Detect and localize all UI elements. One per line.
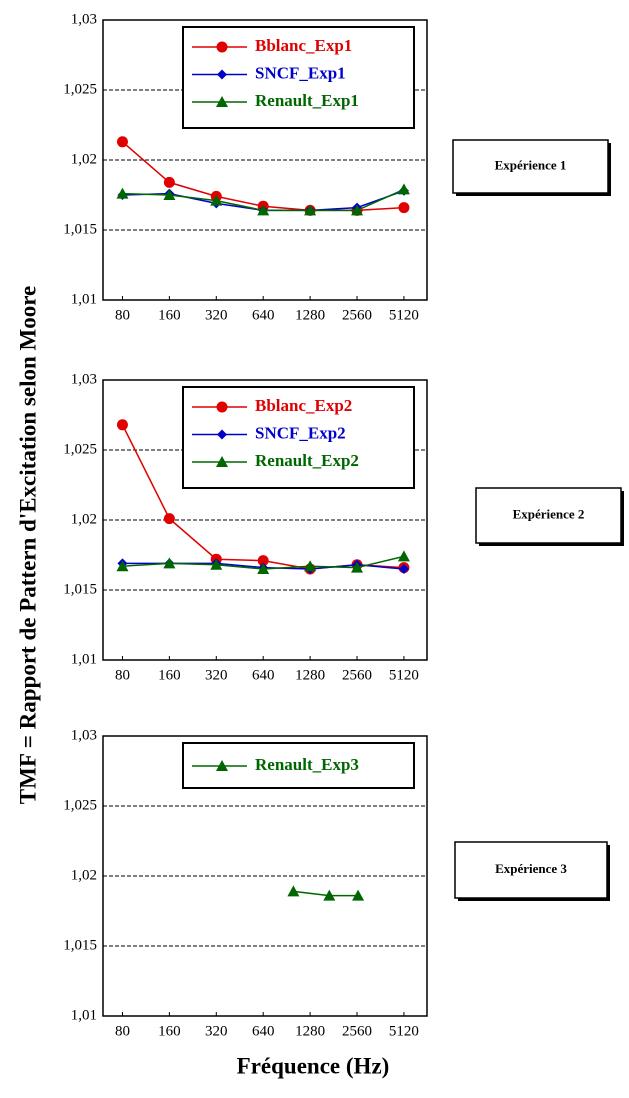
data-point: [116, 419, 128, 431]
data-point: [116, 560, 129, 572]
data-point: [397, 183, 410, 195]
legend-label: Renault_Exp1: [255, 91, 359, 110]
data-point: [163, 176, 175, 188]
data-point: [210, 194, 223, 206]
x-tick-label: 160: [158, 667, 181, 683]
plot-frame: [102, 379, 428, 661]
data-point: [398, 564, 409, 574]
legend-marker: [217, 69, 227, 80]
y-tick-label: 1,025: [63, 81, 97, 97]
x-tick-label: 640: [252, 307, 275, 323]
y-tick-label: 1,015: [63, 581, 97, 597]
x-tick-label: 5120: [389, 667, 419, 683]
data-point: [163, 513, 175, 525]
y-tick-label: 1,02: [71, 867, 97, 883]
y-tick-label: 1,03: [71, 11, 97, 27]
data-point: [397, 550, 410, 562]
annotation: Expérience 1: [495, 157, 567, 172]
x-tick-label: 80: [115, 307, 130, 323]
y-tick-label: 1,025: [63, 797, 97, 813]
y-tick-label: 1,03: [71, 371, 97, 387]
x-tick-label: 80: [115, 1023, 130, 1039]
legend-label: SNCF_Exp1: [255, 63, 346, 82]
series-line: [293, 890, 359, 897]
legend-marker: [216, 456, 228, 467]
annotation-box: [475, 487, 622, 544]
legend-marker: [216, 401, 228, 413]
x-tick-label: 2560: [342, 307, 372, 323]
x-tick-label: 160: [158, 1023, 181, 1039]
y-tick-label: 1,01: [71, 291, 97, 307]
legend-label: Renault_Exp2: [255, 451, 359, 470]
data-point: [257, 555, 269, 567]
annotation: Expérience 3: [495, 861, 567, 876]
x-tick-label: 320: [205, 1023, 228, 1039]
x-axis-label: Fréquence (Hz): [237, 1053, 390, 1078]
data-point: [304, 204, 317, 216]
x-tick-label: 2560: [342, 667, 372, 683]
legend-label: Bblanc_Exp2: [255, 396, 352, 415]
x-tick-label: 5120: [389, 1023, 419, 1039]
x-tick-label: 320: [205, 667, 228, 683]
data-point: [257, 204, 270, 216]
y-tick-label: 1,02: [71, 511, 97, 527]
y-axis-label: TMF = Rapport de Pattern d'Excitation se…: [15, 286, 40, 804]
data-point: [257, 563, 270, 574]
legend-label: SNCF_Exp2: [255, 423, 346, 442]
data-point: [287, 885, 300, 897]
x-tick-label: 1280: [295, 667, 325, 683]
x-tick-label: 1280: [295, 1023, 325, 1039]
series-line: [121, 141, 404, 212]
legend-marker: [217, 429, 227, 440]
data-point: [323, 889, 336, 901]
x-tick-label: 5120: [389, 307, 419, 323]
plot-frame: [102, 735, 428, 1017]
annotation: Expérience 2: [513, 506, 585, 521]
y-tick-label: 1,02: [71, 151, 97, 167]
x-tick-label: 80: [115, 667, 130, 683]
data-point: [351, 561, 364, 573]
data-point: [116, 187, 129, 199]
data-point: [398, 202, 410, 214]
legend-label: Renault_Exp3: [255, 755, 359, 774]
y-tick-label: 1,01: [71, 1007, 97, 1023]
y-tick-label: 1,01: [71, 651, 97, 667]
legend-marker: [216, 41, 228, 53]
x-tick-label: 160: [158, 307, 181, 323]
data-point: [163, 189, 176, 200]
y-tick-label: 1,03: [71, 727, 97, 743]
data-point: [163, 557, 176, 569]
annotation-box: [452, 139, 609, 194]
legend-marker: [216, 96, 228, 107]
data-point: [116, 136, 128, 148]
annotation-box: [454, 841, 608, 899]
data-point: [304, 560, 317, 572]
plot-frame: [102, 19, 428, 301]
y-tick-label: 1,015: [63, 221, 97, 237]
x-tick-label: 1280: [295, 307, 325, 323]
legend-label: Bblanc_Exp1: [255, 36, 352, 55]
x-tick-label: 640: [252, 667, 275, 683]
y-tick-label: 1,015: [63, 937, 97, 953]
data-point: [210, 558, 223, 570]
x-tick-label: 2560: [342, 1023, 372, 1039]
data-point: [352, 889, 365, 901]
data-point: [351, 204, 364, 216]
x-tick-label: 320: [205, 307, 228, 323]
y-tick-label: 1,025: [63, 441, 97, 457]
legend-marker: [216, 760, 228, 771]
x-tick-label: 640: [252, 1023, 275, 1039]
